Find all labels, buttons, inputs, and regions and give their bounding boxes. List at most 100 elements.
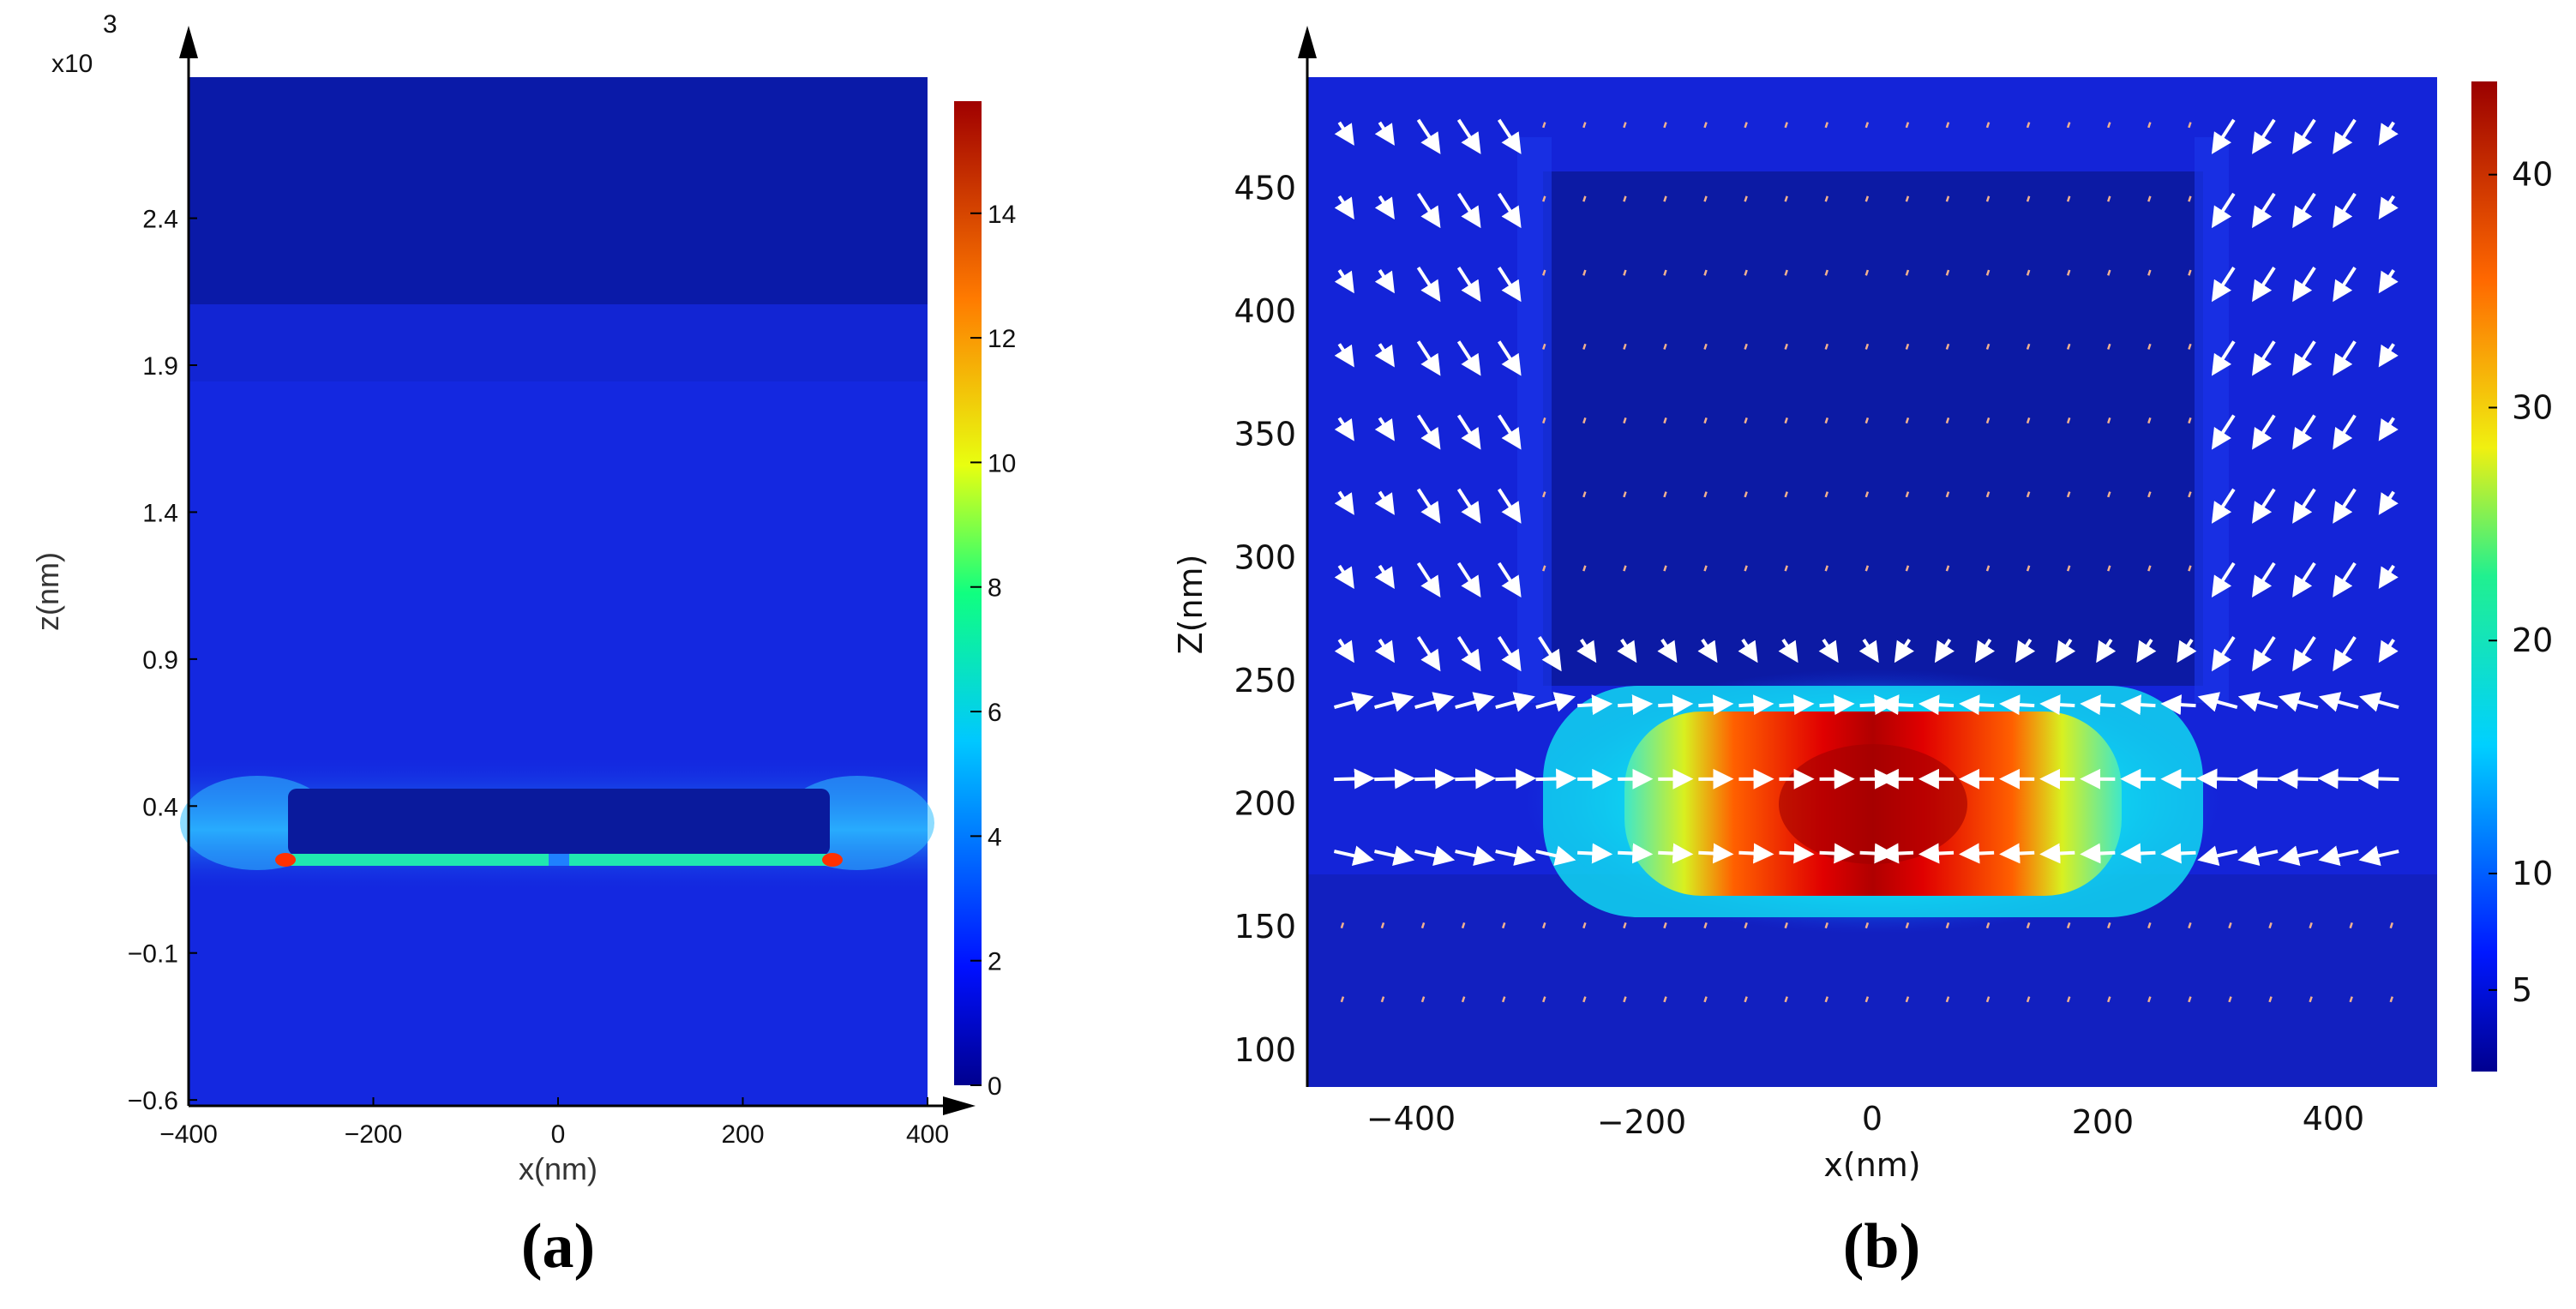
panel-b-field-arrow — [2292, 414, 2316, 450]
panel-b-field-arrow — [1623, 996, 1627, 1003]
panel-a-x-tick-label: 400 — [906, 1120, 949, 1149]
panel-a-y-tick-label: 1.4 — [142, 499, 178, 527]
panel-b-field-arrow — [1456, 636, 1481, 672]
panel-b-field-arrow — [2015, 639, 2036, 664]
panel-b-field-arrow — [1456, 118, 1481, 154]
panel-b-field-arrow — [1985, 922, 1991, 929]
panel-b-field-arrow — [2147, 491, 2152, 498]
panel-b-field-arrow — [2278, 845, 2319, 866]
panel-a-x-arrowhead — [943, 1096, 976, 1115]
panel-b-field-arrow — [2309, 996, 2313, 1003]
panel-b-field-arrow — [2389, 996, 2394, 1003]
panel-b-field-arrow — [2389, 922, 2394, 929]
panel-b-field-arrow — [1334, 343, 1354, 368]
panel-b-field-arrow — [1334, 639, 1354, 664]
panel-b-field-arrow — [1456, 414, 1481, 450]
panel-b-field-arrow — [1535, 845, 1576, 866]
panel-b-field-arrow — [2378, 639, 2399, 664]
panel-b-field-arrow — [1374, 343, 1395, 368]
panel-b-field-arrow — [1374, 121, 1395, 146]
panel-b-field-arrow — [2292, 488, 2316, 524]
panel-b-field-arrow — [1703, 269, 1708, 276]
panel-b-field-arrow — [2056, 639, 2076, 664]
panel-b-spot-peak — [1779, 744, 1967, 864]
panel-a-x-tick-label: 200 — [721, 1120, 764, 1149]
panel-b-field-arrow — [1877, 843, 1914, 864]
panel-b-field-arrow — [1918, 843, 1955, 864]
panel-b-field-arrow — [2066, 195, 2071, 202]
panel-b-field-arrow — [2039, 694, 2075, 716]
panel-b-y-tick-label: 100 — [1234, 1031, 1296, 1069]
panel-b-field-arrow — [1577, 843, 1613, 864]
panel-b-field-arrow — [1744, 122, 1748, 129]
panel-b-field-arrow — [1542, 122, 1546, 129]
panel-b-field-arrow — [2080, 694, 2116, 716]
panel-b-field-arrow — [2147, 269, 2152, 276]
panel-b-field-arrow — [1945, 269, 1950, 276]
panel-b-field-arrow — [2378, 121, 2399, 146]
panel-b-field-arrow — [1416, 118, 1441, 154]
panel-b-field-arrow — [1623, 195, 1627, 202]
panel-b-left-wall-glow — [1517, 137, 1552, 703]
panel-b-y-label: Z(nm) — [1172, 555, 1210, 655]
panel-b-field-arrow — [2268, 996, 2273, 1003]
panel-b-field-arrow — [2317, 768, 2359, 790]
panel-b-field-arrow — [1374, 768, 1416, 790]
panel-b-colorbar-tick-label: 20 — [2512, 621, 2553, 659]
panel-b-field-arrow — [1784, 269, 1788, 276]
panel-b-field-arrow — [1779, 843, 1815, 864]
panel-b-field-arrow — [1778, 639, 1798, 664]
panel-b-field-arrow — [1945, 922, 1950, 929]
panel-b-field-arrow — [1945, 996, 1950, 1003]
panel-b-field-arrow — [2333, 267, 2357, 303]
panel-b-field-arrow — [1945, 491, 1950, 498]
panel-b-field-arrow — [1703, 922, 1708, 929]
panel-b-field-arrow — [1738, 639, 1758, 664]
panel-b-field-arrow — [1824, 269, 1829, 276]
panel-b-field-arrow — [1703, 417, 1708, 424]
panel-b-field-arrow — [2196, 768, 2238, 790]
panel-b-field-arrow — [1703, 343, 1708, 350]
panel-b-field-arrow — [2292, 636, 2316, 672]
panel-a-colorbar-ticks: 0 2 4 6 8 10 12 14 — [970, 201, 1016, 1101]
panel-b-field-arrow — [1697, 639, 1718, 664]
panel-b-field-arrow — [1784, 922, 1788, 929]
panel-b-field-arrow — [1784, 122, 1788, 129]
panel-b-field-arrow — [1663, 195, 1667, 202]
panel-b-y-arrowhead — [1298, 26, 1317, 58]
panel-b-colorbar-tick-label: 30 — [2512, 388, 2553, 426]
panel-b-field-arrow — [1663, 922, 1667, 929]
panel-b-field-arrow — [2026, 269, 2031, 276]
panel-b-field-arrow — [1495, 845, 1536, 866]
panel-b-field-arrow — [1456, 340, 1481, 376]
panel-b-field-arrow — [2039, 843, 2075, 864]
panel-b-field-arrow — [1618, 694, 1654, 716]
panel-b-x-tick-label: −400 — [1366, 1100, 1456, 1138]
panel-b-field-arrow — [1416, 561, 1441, 598]
panel-b-field-arrow — [2378, 417, 2399, 441]
panel-b-field-arrow — [2237, 768, 2279, 790]
panel-b-field-arrow — [2292, 192, 2316, 229]
panel-b-field-arrow — [1985, 491, 1991, 498]
panel-b-field-arrow — [1738, 843, 1774, 864]
panel-a-y-ticks: −0.6 −0.1 0.4 0.9 1.4 1.9 2.4 — [128, 206, 197, 1115]
panel-b-field-arrow — [2228, 922, 2232, 929]
panel-b-field-arrow — [1582, 343, 1587, 350]
panel-b-field-arrow — [2292, 267, 2316, 303]
panel-b-y-tick-label: 250 — [1234, 662, 1296, 700]
panel-b-field-arrow — [1497, 636, 1522, 672]
panel-b-field-arrow — [1744, 491, 1748, 498]
panel-b-field-arrow — [1455, 845, 1496, 866]
panel-b-field-arrow — [1618, 843, 1654, 864]
panel-b-field-arrow — [1959, 694, 1995, 716]
panel-b-field-arrow — [1455, 692, 1495, 712]
panel-b-field-arrow — [1623, 269, 1627, 276]
panel-b-y-tick-label: 400 — [1234, 292, 1296, 330]
panel-b-field-arrow — [1819, 694, 1855, 716]
panel-b-field-arrow — [2188, 491, 2192, 498]
panel-b-field-arrow — [1456, 561, 1481, 598]
panel-b-field-arrow — [1420, 922, 1426, 929]
panel-b-field-arrow — [1945, 417, 1950, 424]
panel-b-field-arrow — [1945, 343, 1950, 350]
panel-b-field-arrow — [1738, 694, 1774, 716]
